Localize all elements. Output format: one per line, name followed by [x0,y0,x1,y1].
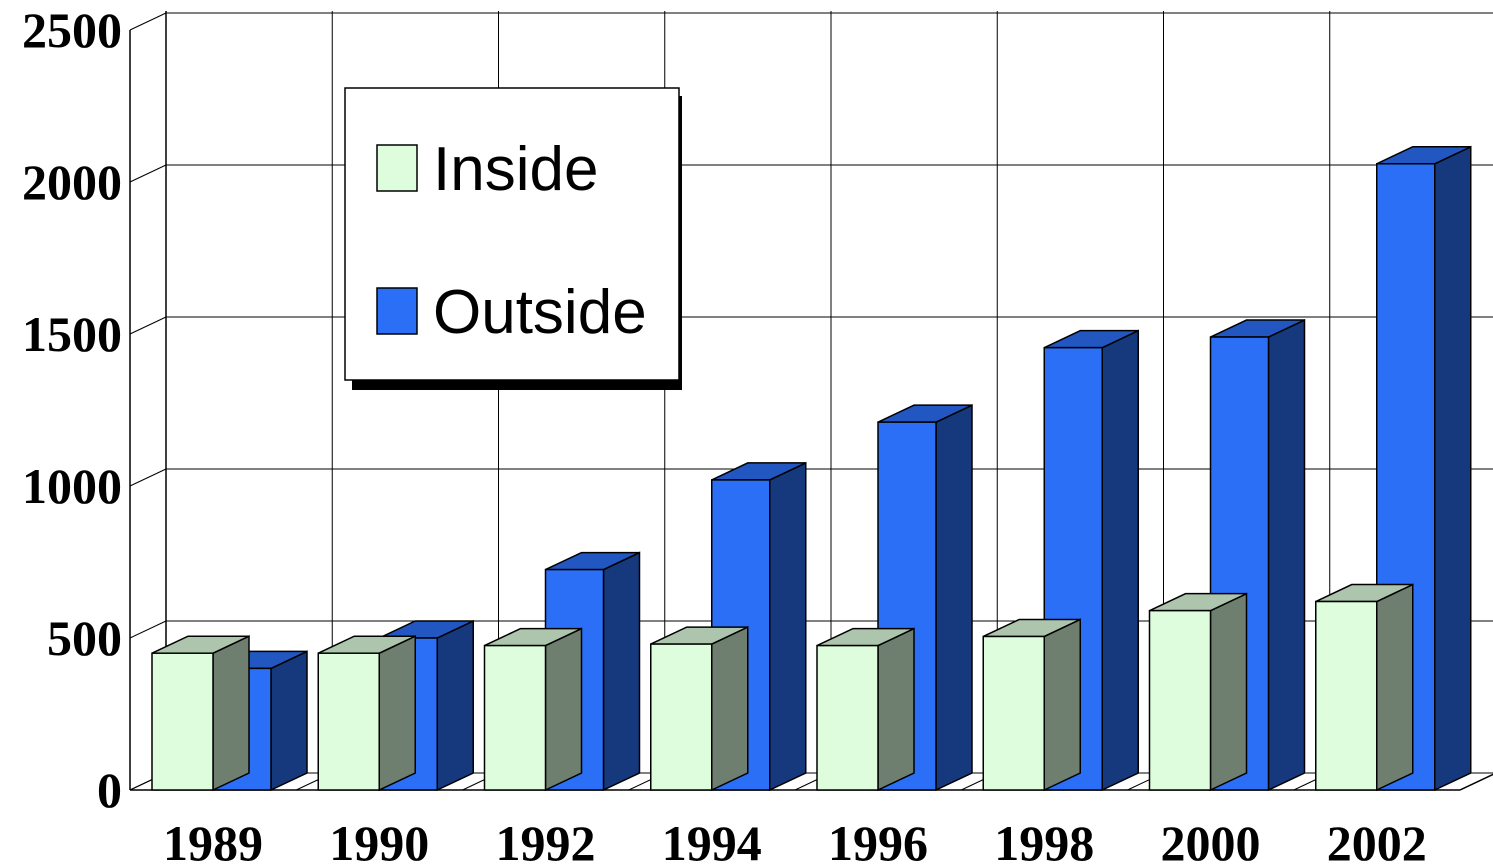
bar-side [1209,592,1248,792]
y-tick-label: 500 [47,610,122,666]
bar-side [544,627,583,792]
y-tick-label: 0 [97,762,122,818]
legend-label: Outside [433,278,647,347]
legend-swatch [376,287,418,335]
bar [816,644,879,791]
bar [650,643,713,791]
bar-side [602,551,641,792]
x-tick-label: 2002 [1327,815,1427,865]
tick-mark [129,620,167,639]
tick-mark [129,316,167,335]
legend-swatch [376,144,418,192]
bar-side [1101,329,1139,792]
tick-mark [129,12,167,31]
bar-side [1376,583,1414,792]
bar-side [1434,145,1472,792]
x-tick-label: 1994 [662,815,762,865]
x-tick-label: 1989 [163,815,263,865]
bar [1148,609,1212,791]
bar [151,652,214,791]
y-tick-label: 2500 [22,2,122,58]
tick-mark [129,468,167,487]
bar-side [935,403,973,792]
bar [317,652,380,791]
bar-side [711,625,749,792]
x-tick-label: 1992 [496,815,596,865]
x-tick-label: 1996 [828,815,928,865]
bar [982,635,1045,791]
x-tick-label: 1998 [994,815,1094,865]
bar [1315,600,1378,791]
bar [483,644,547,791]
y-tick-label: 1500 [22,306,122,362]
bar-side [1043,618,1081,792]
y-tick-label: 1000 [22,458,122,514]
bar-side [436,619,474,792]
bar-side [1267,318,1306,792]
bar-side [769,461,807,792]
bar-side [378,635,416,792]
bar-side [212,635,250,792]
bar-side [877,627,915,792]
x-tick-label: 1990 [329,815,429,865]
floor-line [1459,773,1493,791]
legend-label: Inside [433,135,598,204]
x-tick-label: 2000 [1161,815,1261,865]
bar-side [270,650,308,792]
y-tick-label: 2000 [22,154,122,210]
tick-mark [129,164,167,183]
